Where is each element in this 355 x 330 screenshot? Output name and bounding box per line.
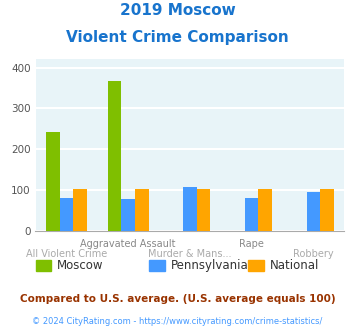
Bar (245, 198, 258, 231)
Text: Robbery: Robbery (293, 249, 334, 259)
Text: Aggravated Assault: Aggravated Assault (80, 239, 176, 249)
Text: 2019 Moscow: 2019 Moscow (120, 3, 235, 18)
Text: Compared to U.S. average. (U.S. average equals 100): Compared to U.S. average. (U.S. average … (20, 294, 335, 304)
Text: National: National (270, 259, 319, 272)
Text: Pennsylvania: Pennsylvania (170, 259, 248, 272)
Text: All Violent Crime: All Violent Crime (26, 249, 107, 259)
Text: Violent Crime Comparison: Violent Crime Comparison (66, 30, 289, 45)
Bar (258, 189, 272, 231)
Bar (197, 189, 210, 231)
Bar (307, 192, 320, 231)
Bar (320, 189, 334, 231)
Text: Murder & Mans...: Murder & Mans... (148, 249, 232, 259)
Text: Rape: Rape (239, 239, 264, 249)
Bar (73, 189, 87, 231)
Bar (60, 198, 73, 231)
Bar (135, 189, 148, 231)
Bar (183, 187, 197, 231)
Text: Moscow: Moscow (57, 259, 103, 272)
Bar (108, 81, 121, 231)
Text: © 2024 CityRating.com - https://www.cityrating.com/crime-statistics/: © 2024 CityRating.com - https://www.city… (32, 317, 323, 326)
Bar (46, 132, 60, 231)
Bar (121, 199, 135, 231)
